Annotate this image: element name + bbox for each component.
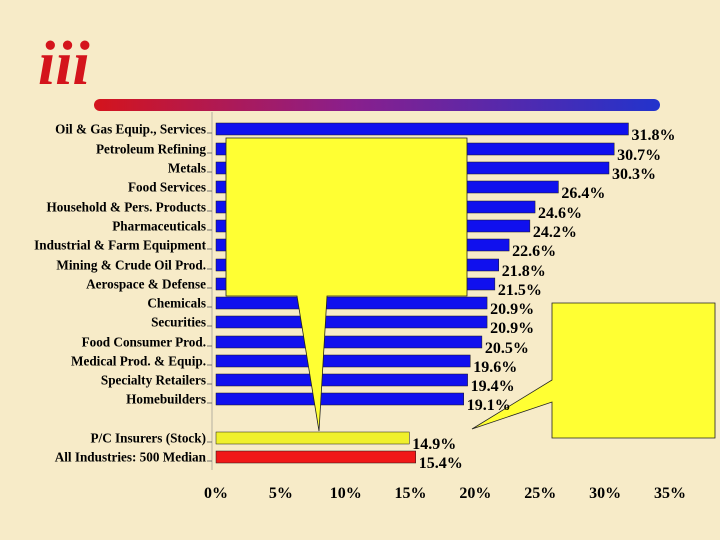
value-label: 24.2% xyxy=(533,224,577,241)
value-label: 30.7% xyxy=(617,147,661,164)
value-label: 19.4% xyxy=(471,378,515,395)
category-label: Mining & Crude Oil Prod. xyxy=(56,258,206,273)
category-label: Industrial & Farm Equipment xyxy=(34,238,206,253)
category-label: Medical Prod. & Equip. xyxy=(71,354,206,369)
right-callout xyxy=(471,302,716,439)
value-label: 20.9% xyxy=(490,301,534,318)
category-label: Aerospace & Defense xyxy=(86,277,206,292)
category-label: P/C Insurers (Stock) xyxy=(90,431,206,446)
iii-logo: iii xyxy=(38,32,90,96)
category-label: All Industries: 500 Median xyxy=(55,450,207,465)
bar-industry xyxy=(215,392,464,406)
category-label: Food Consumer Prod. xyxy=(82,335,206,350)
value-label: 21.5% xyxy=(498,282,542,299)
value-label: 30.3% xyxy=(612,166,656,183)
logo-text: iii xyxy=(38,32,90,96)
x-tick-label: 0% xyxy=(204,485,228,502)
category-label: Pharmaceuticals xyxy=(112,219,206,234)
value-label: 21.8% xyxy=(502,263,546,280)
category-label: Oil & Gas Equip., Services xyxy=(55,122,206,137)
value-label: 22.6% xyxy=(512,243,556,260)
left-callout xyxy=(225,137,468,432)
value-label: 20.9% xyxy=(490,320,534,337)
category-label: Chemicals xyxy=(147,296,206,311)
header-rule xyxy=(94,99,660,111)
category-label: Specialty Retailers xyxy=(101,373,206,388)
bar-industry xyxy=(215,315,488,329)
value-label: 19.6% xyxy=(473,359,517,376)
x-tick-label: 10% xyxy=(330,485,362,502)
x-tick-label: 30% xyxy=(589,485,621,502)
category-label: Securities xyxy=(151,315,206,330)
bar-pc-insurers xyxy=(215,431,410,445)
value-label: 19.1% xyxy=(467,397,511,414)
category-label: Petroleum Refining xyxy=(96,142,206,157)
x-tick-label: 5% xyxy=(269,485,293,502)
labels-layer: Oil & Gas Equip., Services 31.8% Petroleum… xyxy=(34,122,686,503)
value-label: 15.4% xyxy=(419,455,463,472)
value-label: 14.9% xyxy=(412,436,456,453)
category-label: Food Services xyxy=(128,180,206,195)
category-label: Metals xyxy=(168,161,206,176)
callout-layer xyxy=(225,137,716,439)
value-label: 24.6% xyxy=(538,205,582,222)
value-label: 31.8% xyxy=(631,127,675,144)
value-label: 26.4% xyxy=(561,185,605,202)
bar-industry xyxy=(215,354,471,368)
bar-industry xyxy=(215,335,483,349)
value-label: 20.5% xyxy=(485,340,529,357)
category-label: Household & Pers. Products xyxy=(47,200,206,215)
bar-industry xyxy=(215,373,468,387)
x-tick-label: 25% xyxy=(524,485,556,502)
x-tick-label: 35% xyxy=(654,485,686,502)
bar-industry xyxy=(215,296,488,310)
x-tick-label: 20% xyxy=(459,485,491,502)
x-tick-label: 15% xyxy=(395,485,427,502)
bar-median xyxy=(215,450,416,464)
category-label: Homebuilders xyxy=(126,392,206,407)
bar-industry xyxy=(215,122,629,136)
